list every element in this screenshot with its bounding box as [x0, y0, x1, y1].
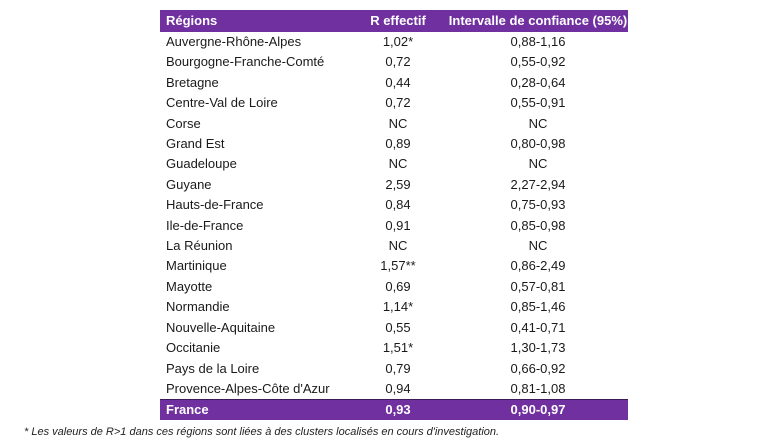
cell-region: Bretagne [166, 74, 219, 90]
cell-confidence-interval: NC [528, 238, 548, 254]
table-row: Nouvelle-Aquitaine 0,55 0,41-0,71 [160, 318, 628, 338]
cell-confidence-interval: 0,81-1,08 [510, 380, 566, 396]
cell-region: Martinique [166, 258, 227, 274]
cell-confidence-interval: 0,57-0,81 [510, 278, 566, 294]
table-row: Grand Est 0,89 0,80-0,98 [160, 134, 628, 154]
cell-r-effectif: 1,51* [382, 340, 414, 356]
cell-region: Auvergne-Rhône-Alpes [166, 34, 302, 49]
cell-confidence-interval: 0,88-1,16 [510, 34, 566, 49]
cell-r-effectif: 0,79 [385, 360, 411, 376]
cell-r-effectif: NC [388, 115, 408, 131]
cell-region: Normandie [166, 299, 230, 315]
table-row: Auvergne-Rhône-Alpes 1,02* 0,88-1,16 [160, 32, 628, 52]
table-header: Régions R effectif Intervalle de confian… [160, 10, 628, 32]
footnote: * Les valeurs de R>1 dans ces régions so… [24, 426, 500, 438]
table-row: Pays de la Loire 0,79 0,66-0,92 [160, 359, 628, 379]
cell-region: Provence-Alpes-Côte d'Azur [166, 380, 330, 396]
r-effectif-table: Régions R effectif Intervalle de confian… [160, 10, 628, 421]
cell-confidence-interval: 0,75-0,93 [510, 197, 566, 213]
table-row: Provence-Alpes-Côte d'Azur 0,94 0,81-1,08 [160, 379, 628, 400]
cell-r-effectif: 0,89 [385, 136, 411, 152]
cell-region: Mayotte [166, 278, 213, 294]
cell-confidence-interval: 0,85-0,98 [510, 217, 566, 233]
table-row: Occitanie 1,51* 1,30-1,73 [160, 338, 628, 358]
cell-confidence-interval: 0,66-0,92 [510, 360, 566, 376]
cell-region: Occitanie [166, 340, 221, 356]
cell-region: La Réunion [166, 238, 233, 254]
cell-region: Guyane [166, 176, 212, 192]
cell-r-effectif: 0,69 [385, 278, 411, 294]
total-confidence-interval: 0,90-0,97 [448, 399, 628, 421]
table-row: Bretagne 0,44 0,28-0,64 [160, 73, 628, 93]
cell-confidence-interval: 2,27-2,94 [510, 176, 566, 192]
table-total: France 0,93 0,90-0,97 [160, 399, 628, 421]
total-r-effectif: 0,93 [348, 399, 448, 421]
cell-r-effectif: 1,14* [382, 299, 414, 315]
table-row: Martinique 1,57** 0,86-2,49 [160, 256, 628, 276]
cell-r-effectif: 0,84 [385, 197, 411, 213]
cell-r-effectif: 2,59 [385, 176, 411, 192]
table-row: Normandie 1,14* 0,85-1,46 [160, 297, 628, 317]
cell-confidence-interval: 0,55-0,91 [510, 95, 566, 111]
table-row: Centre-Val de Loire 0,72 0,55-0,91 [160, 93, 628, 113]
cell-confidence-interval: 0,28-0,64 [510, 74, 566, 90]
cell-region: Centre-Val de Loire [166, 95, 278, 111]
cell-r-effectif: 0,72 [385, 95, 411, 111]
cell-region: Grand Est [166, 136, 225, 152]
cell-region: Pays de la Loire [166, 360, 260, 376]
table-row: Ile-de-France 0,91 0,85-0,98 [160, 216, 628, 236]
table-row: Bourgogne-Franche-Comté 0,72 0,55-0,92 [160, 52, 628, 72]
cell-region: Guadeloupe [166, 156, 237, 172]
table-row: Mayotte 0,69 0,57-0,81 [160, 277, 628, 297]
header-r-effectif: R effectif [370, 13, 426, 28]
table-row: Hauts-de-France 0,84 0,75-0,93 [160, 195, 628, 215]
cell-region: Ile-de-France [166, 217, 244, 233]
cell-r-effectif: 0,44 [385, 74, 411, 90]
cell-confidence-interval: 1,30-1,73 [510, 340, 566, 356]
table-row: Guyane 2,59 2,27-2,94 [160, 175, 628, 195]
cell-confidence-interval: 0,80-0,98 [510, 136, 566, 152]
table-body: Auvergne-Rhône-Alpes 1,02* 0,88-1,16 Bourgo… [160, 32, 628, 400]
cell-region: Hauts-de-France [166, 197, 264, 213]
total-region: France [160, 399, 348, 421]
table-row: Corse NC NC [160, 114, 628, 134]
table-row: La Réunion NC NC [160, 236, 628, 256]
cell-r-effectif: 0,91 [385, 217, 411, 233]
cell-r-effectif: 1,02* [382, 34, 414, 49]
cell-r-effectif: NC [388, 156, 408, 172]
cell-r-effectif: NC [388, 238, 408, 254]
cell-r-effectif: 0,55 [385, 319, 411, 335]
total-row: France 0,93 0,90-0,97 [160, 399, 628, 421]
cell-r-effectif: 0,94 [385, 380, 411, 396]
cell-confidence-interval: 0,85-1,46 [510, 299, 566, 315]
cell-region: Corse [166, 115, 201, 131]
cell-confidence-interval: NC [528, 115, 548, 131]
cell-region: Nouvelle-Aquitaine [166, 319, 276, 335]
cell-confidence-interval: NC [528, 156, 548, 172]
table-row: Guadeloupe NC NC [160, 154, 628, 174]
header-row: Régions R effectif Intervalle de confian… [160, 10, 628, 32]
cell-r-effectif: 1,57** [380, 258, 416, 274]
cell-r-effectif: 0,72 [385, 54, 411, 70]
header-regions: Régions [166, 13, 218, 28]
cell-confidence-interval: 0,41-0,71 [510, 319, 566, 335]
header-confidence-interval: Intervalle de confiance (95%) [448, 13, 628, 28]
cell-region: Bourgogne-Franche-Comté [166, 54, 325, 70]
cell-confidence-interval: 0,55-0,92 [510, 54, 566, 70]
cell-confidence-interval: 0,86-2,49 [510, 258, 566, 274]
